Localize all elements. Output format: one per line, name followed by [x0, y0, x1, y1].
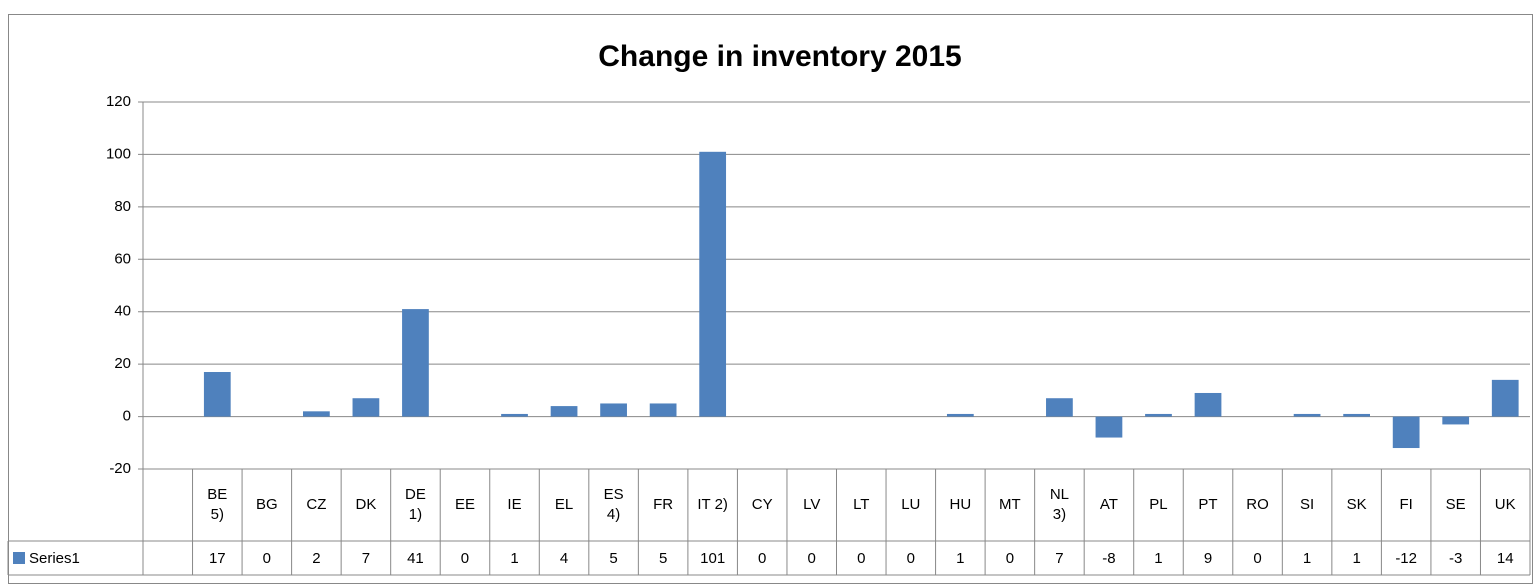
value-label: 7	[362, 550, 370, 567]
y-tick-label: 80	[114, 198, 131, 215]
x-tick-label: BG	[255, 496, 278, 513]
bar	[303, 411, 330, 417]
x-tick-label: DE 1)	[405, 486, 426, 523]
value-label: 41	[407, 550, 424, 567]
legend-swatch	[13, 552, 25, 564]
x-tick-label: CZ	[306, 496, 327, 513]
x-tick-label: UK	[1494, 496, 1516, 513]
value-label: 101	[700, 550, 725, 567]
value-label: 5	[609, 550, 617, 567]
chart-title: Change in inventory 2015	[598, 40, 961, 73]
x-tick-label: LV	[803, 496, 821, 513]
bar	[1392, 416, 1420, 449]
x-tick-label: EE	[454, 496, 475, 513]
x-tick-label: HU	[949, 496, 972, 513]
value-label: 5	[659, 550, 667, 567]
bar	[1442, 416, 1470, 425]
bar	[1194, 392, 1222, 417]
x-tick-label: FI	[1399, 496, 1413, 513]
value-label: 1	[510, 550, 518, 567]
bar	[600, 403, 627, 417]
y-tick-label: 100	[106, 145, 131, 162]
bar	[1095, 416, 1123, 438]
value-label: 1	[1303, 550, 1311, 567]
value-label: 0	[1006, 550, 1014, 567]
y-tick-label: 40	[114, 303, 131, 320]
bar	[946, 413, 974, 417]
y-tick-label: -20	[109, 460, 131, 477]
value-label: 0	[1253, 550, 1261, 567]
y-tick-label: 20	[114, 355, 131, 372]
value-label: 17	[209, 550, 226, 567]
value-label: 14	[1497, 550, 1514, 567]
value-label: 1	[1352, 550, 1360, 567]
bar	[1145, 413, 1172, 417]
value-label: 0	[461, 550, 469, 567]
y-tick-label: 120	[106, 93, 131, 110]
y-tick-label: 60	[114, 250, 131, 267]
value-label: 0	[857, 550, 865, 567]
bar	[203, 372, 231, 417]
value-label: 2	[312, 550, 320, 567]
value-label: -12	[1395, 550, 1417, 567]
x-tick-label: BE 5)	[207, 486, 228, 523]
value-label: 1	[956, 550, 964, 567]
x-tick-label: FR	[653, 496, 674, 513]
bar	[402, 309, 429, 417]
x-tick-label: PT	[1198, 496, 1218, 513]
value-label: 7	[1055, 550, 1063, 567]
value-label: -8	[1102, 550, 1115, 567]
x-tick-label: LT	[853, 496, 870, 513]
x-tick-label: EL	[554, 496, 574, 513]
bar	[699, 151, 727, 417]
x-tick-label: CY	[751, 496, 773, 513]
x-tick-label: SI	[1299, 496, 1315, 513]
bar	[550, 406, 578, 417]
legend-label: Series1	[29, 550, 80, 567]
value-label: 0	[907, 550, 915, 567]
x-tick-label: PL	[1149, 496, 1168, 513]
bar	[1046, 398, 1073, 417]
x-tick-label: IT 2)	[697, 496, 728, 513]
x-tick-label: NL 3)	[1049, 486, 1069, 523]
x-tick-label: DK	[355, 496, 377, 513]
x-tick-label: SK	[1346, 496, 1367, 513]
value-label: 9	[1204, 550, 1212, 567]
value-label: 1	[1154, 550, 1162, 567]
value-label: 0	[758, 550, 766, 567]
x-tick-label: ES 4)	[603, 486, 624, 523]
y-tick-label: 0	[123, 408, 131, 425]
value-label: 0	[263, 550, 271, 567]
x-tick-label: SE	[1445, 496, 1466, 513]
x-tick-label: LU	[901, 496, 921, 513]
x-tick-label: RO	[1246, 496, 1269, 513]
x-tick-label: IE	[507, 496, 522, 513]
chart-border	[8, 14, 1533, 584]
x-tick-label: AT	[1099, 496, 1118, 513]
value-label: -3	[1449, 550, 1462, 567]
bar	[1491, 379, 1519, 417]
value-label: 0	[808, 550, 816, 567]
bar	[649, 403, 677, 417]
bar	[1343, 413, 1370, 417]
bar	[1293, 413, 1321, 417]
x-tick-label: MT	[999, 496, 1021, 513]
value-label: 4	[560, 550, 568, 567]
bar	[501, 413, 528, 417]
bar	[352, 398, 380, 417]
